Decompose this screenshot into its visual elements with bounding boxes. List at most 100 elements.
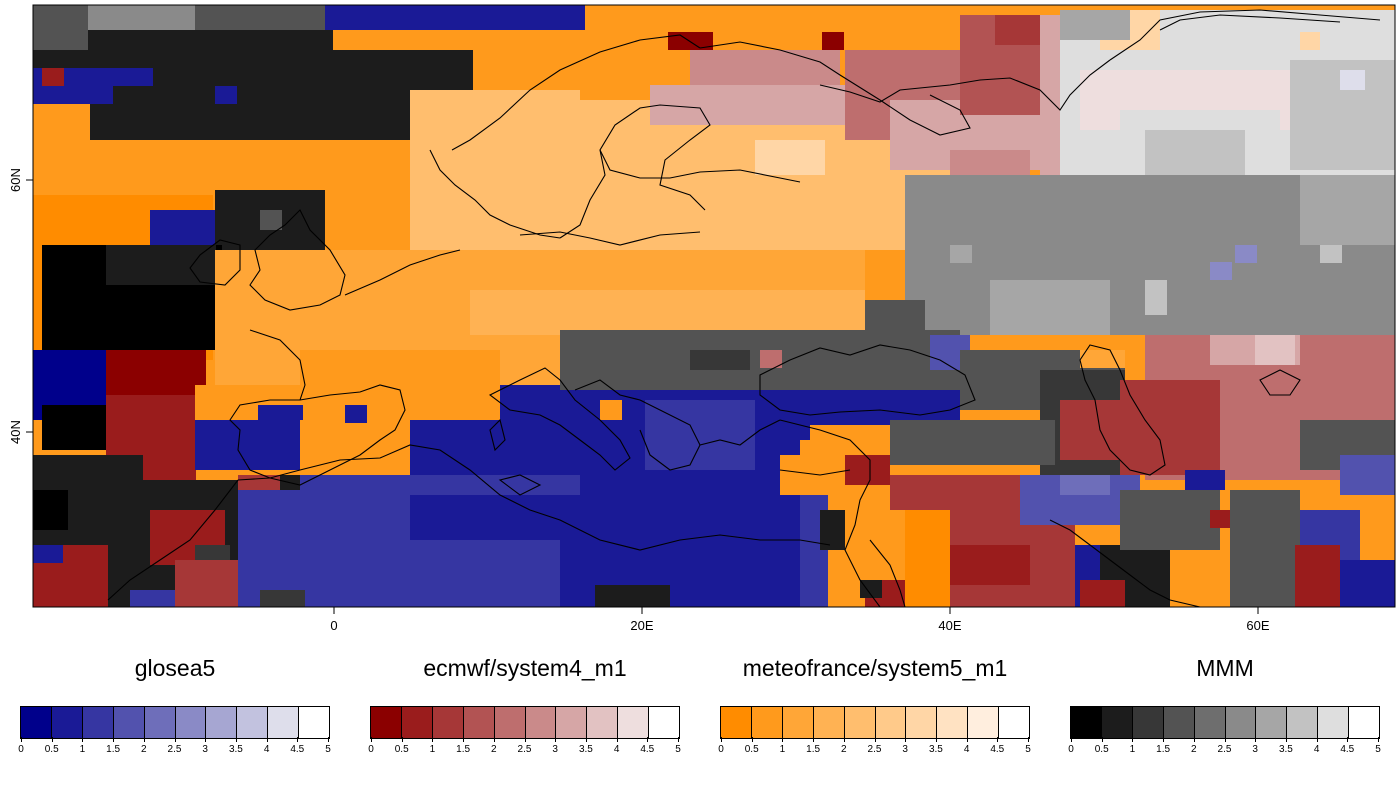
map-cell xyxy=(1035,175,1335,265)
legend-swatch xyxy=(875,707,907,738)
legend-title: meteofrance/system5_m1 xyxy=(742,655,1008,681)
legend-tick xyxy=(1193,737,1195,742)
map-cell xyxy=(1340,455,1395,495)
legend-tick xyxy=(1163,737,1165,742)
legend-tick-label: 2 xyxy=(491,744,497,755)
legend-tick-label: 4.5 xyxy=(1340,744,1355,755)
map-cell xyxy=(860,580,882,598)
legend-tick xyxy=(997,737,999,742)
legend-tick-label: 0 xyxy=(1068,744,1074,755)
map-cell xyxy=(1185,470,1225,490)
legend-tick xyxy=(555,737,557,742)
legend-swatch xyxy=(144,707,176,738)
legend-meteofrance: meteofrance/system5_m1 0 0.5 1 1.5 2 2.5 3 3.5 4… xyxy=(718,655,1031,760)
legend-swatch xyxy=(432,707,464,738)
map-cell xyxy=(1340,70,1365,90)
map-cell xyxy=(470,290,865,335)
map-cell xyxy=(215,86,237,104)
legend-swatch xyxy=(556,707,588,738)
legend-swatch xyxy=(175,707,207,738)
legend-tick-label: 1.5 xyxy=(806,744,821,755)
legend-tick-label: 1 xyxy=(779,744,786,755)
legend-swatch xyxy=(844,707,876,738)
legend-tick xyxy=(782,737,784,742)
legend-tick-label: 3 xyxy=(902,744,908,755)
legend-tick xyxy=(297,737,299,742)
legend-tick xyxy=(266,737,268,742)
map-cell xyxy=(650,85,850,125)
legend-swatch xyxy=(1256,707,1288,738)
legend-ticks: 0 0.5 1 1.5 2 2.5 3 3.5 4 4.5 5 xyxy=(718,737,1031,759)
legend-swatch xyxy=(237,707,269,738)
legend-tick-label: 4 xyxy=(263,744,270,755)
legend-tick-label: 4.5 xyxy=(640,744,655,755)
legend-tick-label: 3 xyxy=(202,744,208,755)
legend-tick-label: 0 xyxy=(368,744,374,755)
map-cell xyxy=(1235,245,1257,263)
coastline xyxy=(498,474,542,496)
map-cell xyxy=(890,420,1055,465)
legend-tick-label: 3.5 xyxy=(1278,744,1293,755)
legend-tick xyxy=(1132,737,1134,742)
map-cell xyxy=(470,140,910,200)
coastline xyxy=(699,41,971,136)
legend-swatch xyxy=(782,707,814,738)
legend-tick xyxy=(843,737,845,742)
map-cell xyxy=(195,5,325,30)
y-axis: 60N 40N xyxy=(8,168,33,444)
legend-swatch xyxy=(813,707,845,738)
map-cell xyxy=(345,405,367,423)
map-cell xyxy=(905,510,955,607)
legend-swatch xyxy=(1132,707,1164,738)
legend-swatch xyxy=(206,707,238,738)
coastline xyxy=(488,367,631,471)
legend-tick xyxy=(935,737,937,742)
legend-tick-label: 0.5 xyxy=(744,744,759,755)
legend-swatch xyxy=(1287,707,1319,738)
legend-tick xyxy=(143,737,145,742)
map-cell xyxy=(106,350,206,395)
legend-swatch xyxy=(1225,707,1257,738)
coastline xyxy=(451,34,701,151)
map-cell xyxy=(1060,475,1110,495)
plot-frame xyxy=(32,4,1396,608)
coastline xyxy=(759,344,976,416)
coastline xyxy=(1109,9,1381,61)
legend-tick-label: 0.5 xyxy=(1094,744,1109,755)
legend-tick-label: 4 xyxy=(1313,744,1320,755)
legend-tick xyxy=(751,737,753,742)
map-cell xyxy=(1080,580,1125,607)
y-tick-label: 40N xyxy=(8,420,23,444)
legend-tick xyxy=(235,737,237,742)
legend-ticks: 0 0.5 1 1.5 2 2.5 3 3.5 4 4.5 5 xyxy=(368,737,681,759)
legend-tick xyxy=(1285,737,1287,742)
legend-tick-label: 3.5 xyxy=(578,744,593,755)
legend-tick-label: 5 xyxy=(1025,744,1031,755)
map-cell xyxy=(33,86,113,104)
legend-ticks: 0 0.5 1 1.5 2 2.5 3 3.5 4 4.5 5 xyxy=(1068,737,1381,759)
legend-title: ecmwf/system4_m1 xyxy=(423,655,627,681)
map-cell xyxy=(258,405,303,425)
legend-title: glosea5 xyxy=(134,655,216,681)
legend-swatch xyxy=(21,707,52,738)
legend-swatch xyxy=(1194,707,1226,738)
legend-tick xyxy=(1347,737,1349,742)
legend-swatch xyxy=(937,707,969,738)
legend-tick-label: 2 xyxy=(841,744,847,755)
legend-tick xyxy=(432,737,434,742)
legend-tick xyxy=(463,737,465,742)
legend-tick-label: 1.5 xyxy=(456,744,471,755)
legend-colorbar xyxy=(720,706,1030,739)
legend-tick-label: 3.5 xyxy=(928,744,943,755)
legend-tick-label: 4.5 xyxy=(290,744,305,755)
map-cell xyxy=(1210,510,1232,528)
map-cell xyxy=(950,245,972,263)
map-cell xyxy=(90,104,240,140)
coastline xyxy=(779,469,851,476)
legend-swatch xyxy=(618,707,650,738)
legend-tick xyxy=(813,737,815,742)
legend-swatch xyxy=(299,707,330,738)
legend-tick xyxy=(1316,737,1318,742)
legend-swatch xyxy=(113,707,145,738)
